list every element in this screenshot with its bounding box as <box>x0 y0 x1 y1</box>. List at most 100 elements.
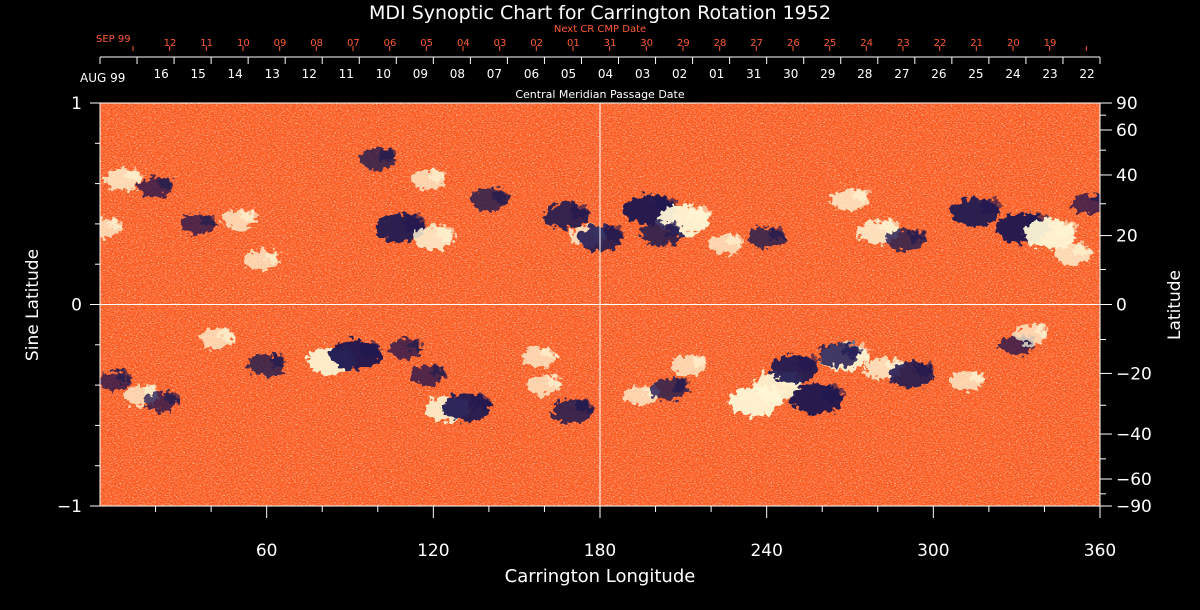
cmp-date-label: 04 <box>598 67 613 81</box>
next-cr-date-label: 29 <box>677 38 690 49</box>
magnetic-region-positive-fragment <box>1075 243 1092 256</box>
next-cr-date-ticks: 12 11 10 09 08 07 06 05 04 03 02 01 31 30 29 28 27 26 25 24… <box>132 38 1087 51</box>
magnetic-region-negative-fragment <box>1091 194 1100 206</box>
magnetic-region-negative-fragment <box>841 343 861 357</box>
magnetic-region-positive-fragment <box>546 375 563 387</box>
cmp-date-label: 28 <box>857 67 872 81</box>
magnetic-region-positive-fragment <box>1033 325 1049 337</box>
magnetic-region-negative-fragment <box>408 339 424 351</box>
magnetic-region-positive-fragment <box>430 170 446 182</box>
magnetic-region-negative-fragment <box>672 378 690 391</box>
y-left-tick-label: −1 <box>57 497 82 517</box>
next-cr-date-label: 12 <box>164 38 177 49</box>
next-cr-date-label: 26 <box>787 38 800 49</box>
right-axis-title: Latitude <box>1165 270 1185 340</box>
next-cr-date-label: 23 <box>897 38 910 49</box>
y-right-tick-label: 20 <box>1116 227 1138 247</box>
magnetic-region-negative-fragment <box>269 354 287 367</box>
magnetic-region-negative-fragment <box>575 399 594 414</box>
y-right-tick-label: −90 <box>1116 497 1152 517</box>
next-cr-date-label: 30 <box>640 38 653 49</box>
next-cr-date-label: 22 <box>934 38 947 49</box>
magnetic-region-negative-fragment <box>603 225 624 240</box>
cmp-date-ticks: 16 15 14 13 12 11 10 09 08 07 06 05 04 03 02 01 31 30 29 28… <box>99 57 1101 81</box>
magnetic-region-positive-fragment <box>727 234 743 246</box>
y-right-tick-label: −60 <box>1116 470 1152 490</box>
next-cr-date-label: 09 <box>274 38 287 49</box>
magnetic-region-negative-fragment <box>116 371 132 383</box>
next-cr-date-label: 01 <box>567 38 580 49</box>
magnetic-region-negative-fragment <box>470 393 493 410</box>
cmp-date-label: 07 <box>487 67 502 81</box>
cmp-date-label: 06 <box>524 67 539 81</box>
cmp-date-label: 11 <box>339 67 354 81</box>
x-tick-label: 60 <box>256 541 278 561</box>
next-cr-date-label: 03 <box>494 38 507 49</box>
magnetic-region-positive-fragment <box>852 189 870 202</box>
cmp-month-label: AUG 99 <box>80 71 125 85</box>
x-tick-label: 240 <box>750 541 782 561</box>
magnetic-region-negative-fragment <box>978 198 1001 214</box>
next-cr-date-label: 07 <box>347 38 360 49</box>
magnetic-region-negative-fragment <box>158 178 174 190</box>
y-left-tick-label: 1 <box>71 94 82 114</box>
cmp-date-label: 10 <box>376 67 391 81</box>
cmp-date-label: 02 <box>672 67 687 81</box>
cmp-date-label: 14 <box>228 67 243 81</box>
x-tick-label: 360 <box>1084 541 1116 561</box>
y-right-tick-label: 60 <box>1116 121 1138 141</box>
cmp-date-label: 24 <box>1005 67 1020 81</box>
y-right-tick-label: −20 <box>1116 364 1152 384</box>
magnetic-region-positive-fragment <box>541 347 557 359</box>
cmp-date-label: 15 <box>191 67 206 81</box>
y-right-tick-label: 90 <box>1116 94 1138 114</box>
magnetic-region-negative-fragment <box>664 222 683 236</box>
next-cr-date-label: 05 <box>420 38 433 49</box>
chart-title: MDI Synoptic Chart for Carrington Rotati… <box>369 2 831 24</box>
magnetic-region-positive-fragment <box>436 226 455 240</box>
next-cr-date-label: 25 <box>824 38 837 49</box>
left-axis-title: Sine Latitude <box>23 249 43 361</box>
magnetic-region-negative-fragment <box>820 384 844 402</box>
cmp-date-label: 16 <box>153 67 168 81</box>
x-axis-title: Carrington Longitude <box>505 566 696 587</box>
magnetic-region-negative-fragment <box>491 189 509 202</box>
magnetic-region-positive-fragment <box>108 218 124 230</box>
next-cr-date-label: 21 <box>970 38 983 49</box>
left-axis-ticks: 1 0 −1 <box>57 94 100 517</box>
magnetic-region-positive-fragment <box>125 169 142 182</box>
y-right-tick-label: −40 <box>1116 425 1152 445</box>
next-cr-date-label: 20 <box>1007 38 1020 49</box>
next-cr-month-label: SEP 99 <box>96 34 131 45</box>
magnetic-region-negative-fragment <box>163 391 179 403</box>
y-left-tick-label: 0 <box>71 296 82 316</box>
magnetic-region-negative-fragment <box>380 148 398 162</box>
cmp-date-label: 22 <box>1079 67 1094 81</box>
next-cr-date-label: 04 <box>457 38 470 49</box>
y-right-tick-label: 0 <box>1116 296 1127 316</box>
next-cr-date-label: 28 <box>714 38 727 49</box>
cmp-date-label: 25 <box>968 67 983 81</box>
bottom-axis-ticks: 60 120 180 240 300 360 <box>155 506 1116 561</box>
cmp-date-label: 09 <box>413 67 428 81</box>
cmp-axis-label: Central Meridian Passage Date <box>515 88 684 101</box>
y-right-tick-label: 40 <box>1116 166 1138 186</box>
next-cr-date-label: 19 <box>1044 38 1057 49</box>
magnetic-region-positive-fragment <box>241 210 257 222</box>
next-cr-date-label: 08 <box>310 38 323 49</box>
magnetic-region-positive-fragment <box>1053 219 1078 237</box>
magnetic-region-negative-fragment <box>199 214 216 226</box>
cmp-date-label: 12 <box>302 67 317 81</box>
magnetic-region-negative-fragment <box>769 227 787 240</box>
x-tick-label: 120 <box>417 541 449 561</box>
magnetic-region-negative-fragment <box>430 365 446 377</box>
next-cr-date-label: 11 <box>200 38 213 49</box>
x-tick-label: 300 <box>917 541 949 561</box>
next-cr-axis-label: Next CR CMP Date <box>554 24 646 35</box>
magnetic-region-negative-fragment <box>798 355 820 372</box>
next-cr-date-label: 02 <box>530 38 543 49</box>
cmp-date-label: 29 <box>820 67 835 81</box>
magnetic-region-positive-fragment <box>219 329 235 341</box>
cmp-date-label: 13 <box>265 67 280 81</box>
